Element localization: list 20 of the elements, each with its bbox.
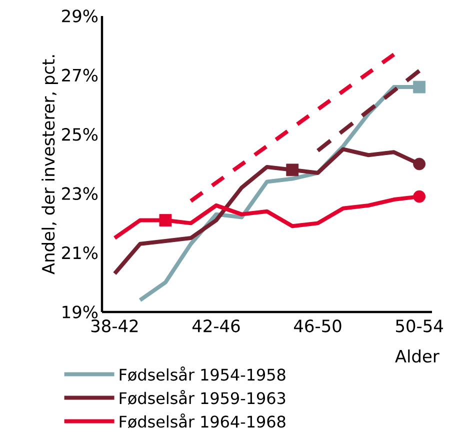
x-tick-label: 42-46 <box>192 320 240 332</box>
point <box>413 190 426 203</box>
legend-label: Fødselsår 1959-1963 <box>120 390 286 405</box>
x-axis-title: Alder <box>395 350 440 363</box>
x-tick-label: 38-42 <box>91 320 138 332</box>
y-tick-label: 21% <box>62 246 98 260</box>
x-tick-label: 46-50 <box>294 320 342 332</box>
legend-label: Fødselsår 1964-1968 <box>120 413 286 428</box>
legend-label: Fødselsår 1954-1958 <box>120 366 286 382</box>
point <box>159 214 172 226</box>
x-tick-label: 50-54 <box>396 320 443 332</box>
y-tick-label: 27% <box>62 68 98 82</box>
point <box>286 164 299 176</box>
y-tick-label: 25% <box>62 128 98 141</box>
y-axis-title: Andel, der investerer, pct. <box>42 55 58 274</box>
point <box>413 80 426 94</box>
y-tick-label: 19% <box>62 306 98 318</box>
y-tick-label: 29% <box>62 10 98 22</box>
y-tick-label: 23% <box>62 187 98 200</box>
point <box>413 158 426 170</box>
